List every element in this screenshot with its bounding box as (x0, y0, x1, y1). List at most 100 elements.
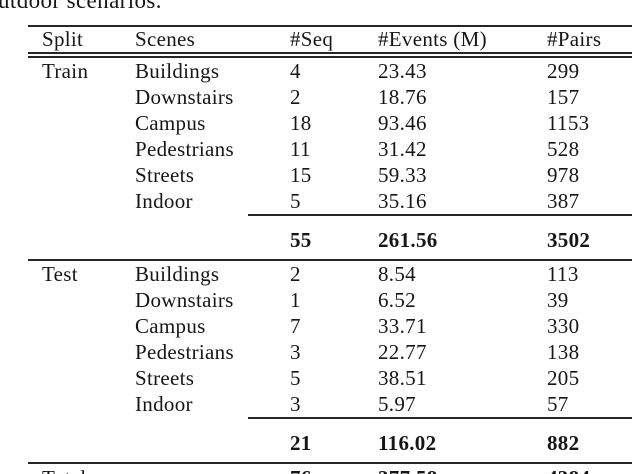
table-row: Pedestrians 11 31.42 528 (28, 136, 632, 162)
cell-empty (28, 391, 133, 418)
table-row: Train Buildings 4 23.43 299 (28, 57, 632, 84)
table-row: Downstairs 1 6.52 39 (28, 287, 632, 313)
table-row: Indoor 3 5.97 57 (28, 391, 632, 418)
cell-empty (28, 188, 133, 215)
cell-scene: Streets (135, 365, 195, 390)
column-header-seq: #Seq (248, 26, 378, 54)
cell-empty (28, 84, 133, 110)
cell-empty (28, 365, 133, 391)
cell-scene: Campus (135, 110, 206, 135)
cell-seq: 2 (290, 84, 301, 109)
cell-pairs: 528 (547, 136, 580, 161)
cell-seq: 11 (290, 136, 311, 161)
cell-scene: Pedestrians (135, 339, 234, 364)
total-section: Total 76 377.58 4384 (28, 463, 632, 474)
cell-seq: 18 (290, 110, 312, 135)
cell-pairs: 205 (547, 365, 580, 390)
table-row: Downstairs 2 18.76 157 (28, 84, 632, 110)
cell-events: 6.52 (378, 287, 416, 312)
header-row: Split Scenes #Seq #Events (M) #Pairs (28, 26, 632, 54)
subtotal-row-test: 21 116.02 882 (28, 417, 632, 464)
top-text-fragment: utdoor scenarios. (0, 0, 162, 13)
subtotal-seq: 21 (248, 417, 378, 464)
cell-seq: 4 (290, 58, 301, 83)
cell-empty (28, 215, 133, 261)
cell-empty (28, 162, 133, 188)
cell-empty (28, 136, 133, 162)
cell-pairs: 57 (547, 391, 569, 416)
cell-scene: Pedestrians (135, 136, 234, 161)
cell-scene: Indoor (135, 189, 193, 213)
cell-seq: 1 (290, 287, 301, 312)
total-seq: 76 (248, 463, 378, 474)
cell-events: 8.54 (378, 261, 416, 286)
cell-seq: 15 (290, 162, 312, 187)
column-header-events: #Events (M) (378, 26, 547, 54)
cell-seq: 2 (290, 261, 301, 286)
cell-pairs: 299 (547, 58, 580, 83)
table-row: Streets 5 38.51 205 (28, 365, 632, 391)
cell-scene: Streets (135, 162, 195, 187)
cell-seq: 5 (290, 188, 301, 213)
subtotal-row-train: 55 261.56 3502 (28, 214, 632, 261)
cell-events: 18.76 (378, 84, 427, 109)
table-row: Campus 18 93.46 1153 (28, 110, 632, 136)
subtotal-pairs: 3502 (547, 214, 632, 261)
double-rule-spacer (28, 53, 632, 58)
cell-scene: Downstairs (135, 287, 234, 312)
cell-empty (28, 110, 133, 136)
cell-pairs: 330 (547, 313, 580, 338)
cell-empty (28, 418, 133, 464)
table-row: Test Buildings 2 8.54 113 (28, 260, 632, 287)
train-section: Train Buildings 4 23.43 299 Downstairs 2… (28, 57, 632, 261)
total-row: Total 76 377.58 4384 (28, 463, 632, 474)
cell-split: Test (42, 261, 78, 286)
subtotal-pairs: 882 (547, 417, 632, 464)
cell-seq: 7 (290, 313, 301, 338)
cell-events: 23.43 (378, 58, 427, 83)
cell-pairs: 138 (547, 339, 580, 364)
double-rule-line (28, 53, 632, 58)
cell-pairs: 113 (547, 261, 579, 286)
table-row: Indoor 5 35.16 387 (28, 188, 632, 215)
cell-events: 31.42 (378, 136, 427, 161)
cell-events: 59.33 (378, 162, 427, 187)
cell-events: 22.77 (378, 339, 427, 364)
cell-scene: Indoor (135, 392, 193, 416)
cell-scene: Campus (135, 313, 206, 338)
cell-pairs: 157 (547, 84, 580, 109)
cell-empty (28, 313, 133, 339)
total-events: 377.58 (378, 463, 547, 474)
cell-events: 5.97 (378, 391, 416, 416)
subtotal-events: 261.56 (378, 214, 547, 261)
column-header-scenes: Scenes (133, 26, 248, 54)
total-label: Total (28, 463, 133, 474)
subtotal-events: 116.02 (378, 417, 547, 464)
cell-pairs: 387 (547, 188, 580, 213)
cell-pairs: 1153 (547, 110, 590, 135)
cell-empty (28, 339, 133, 365)
cell-pairs: 978 (547, 162, 580, 187)
cell-empty (133, 463, 248, 474)
cell-scene: Buildings (135, 58, 220, 83)
test-section: Test Buildings 2 8.54 113 Downstairs 1 6… (28, 260, 632, 464)
cell-seq: 3 (290, 391, 301, 416)
cell-seq: 5 (290, 365, 301, 390)
cell-events: 38.51 (378, 365, 427, 390)
dataset-split-table: Split Scenes #Seq #Events (M) #Pairs Tra… (28, 25, 632, 474)
cell-events: 93.46 (378, 110, 427, 135)
table-row: Streets 15 59.33 978 (28, 162, 632, 188)
cell-split: Train (42, 58, 89, 83)
cell-seq: 3 (290, 339, 301, 364)
total-pairs: 4384 (547, 463, 632, 474)
cell-scene: Downstairs (135, 84, 234, 109)
subtotal-seq: 55 (248, 214, 378, 261)
cell-pairs: 39 (547, 287, 569, 312)
table-row: Campus 7 33.71 330 (28, 313, 632, 339)
cell-events: 33.71 (378, 313, 427, 338)
table-row: Pedestrians 3 22.77 138 (28, 339, 632, 365)
cell-empty (133, 418, 248, 464)
cell-empty (28, 287, 133, 313)
column-header-pairs: #Pairs (547, 26, 632, 54)
